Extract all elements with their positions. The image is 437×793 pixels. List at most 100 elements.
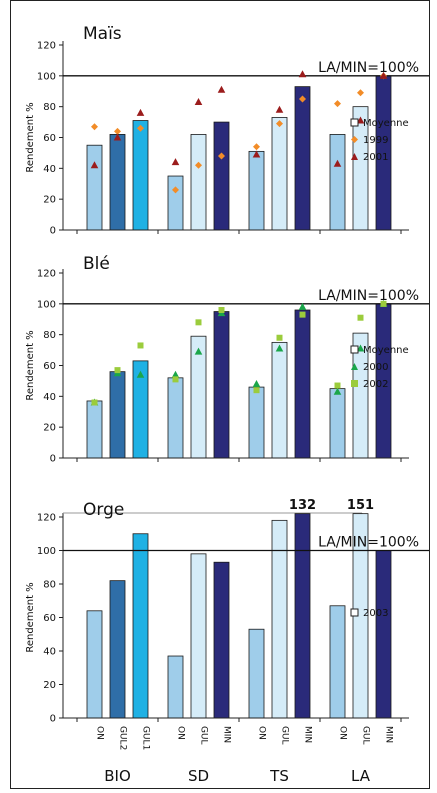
y-tick-label: 40 (43, 392, 56, 403)
figure-frame: 0 20 40 60 80 100 120 Rendement % Maïs LA/MIN=100… (10, 0, 430, 789)
bar (132, 120, 149, 231)
x-tick-label: GUL (280, 726, 290, 745)
group-label: TS (269, 767, 289, 785)
marker-point (252, 150, 261, 158)
marker-point (195, 161, 202, 169)
marker-point (113, 133, 122, 141)
bar (86, 144, 103, 231)
y-tick-label: 100 (37, 546, 56, 557)
legend-swatch (350, 118, 359, 127)
y-tick-label: 40 (43, 647, 56, 658)
y-tick-label: 0 (50, 454, 56, 465)
marker-point (276, 120, 283, 128)
reference-line-label: LA/MIN=100% (318, 288, 419, 304)
marker-point (91, 399, 98, 406)
y-tick-label: 20 (43, 680, 56, 691)
yield-charts: 0 20 40 60 80 100 120 Rendement % Maïs LA/MIN=100… (25, 24, 429, 785)
x-tick-label: GUL (199, 726, 209, 745)
overflow-value-label: 132 (289, 498, 316, 513)
bar (271, 341, 288, 459)
marker-point (379, 71, 388, 79)
legend-label: Moyenne (363, 118, 409, 129)
reference-line-label: LA/MIN=100% (318, 60, 419, 76)
bar (329, 605, 346, 719)
marker-point (194, 98, 203, 106)
marker-point (299, 311, 306, 318)
chart-title: Blé (83, 254, 110, 274)
bar (109, 580, 126, 719)
marker-point (218, 152, 225, 160)
bar (213, 121, 230, 231)
y-tick-label: 0 (50, 226, 56, 237)
x-tick-label: MIN (303, 726, 313, 743)
marker-point (90, 161, 99, 169)
marker-point (195, 319, 202, 326)
y-axis-label: Rendement % (25, 582, 36, 652)
bar (329, 388, 346, 459)
marker-point (217, 85, 226, 93)
marker-point (114, 127, 121, 135)
x-tick-label: MIN (384, 726, 394, 743)
marker-point (172, 376, 179, 383)
legend-swatch (351, 136, 358, 143)
marker-point (137, 124, 144, 132)
marker-point (253, 143, 260, 151)
marker-point (172, 186, 179, 194)
x-tick-label: MIN (222, 726, 232, 743)
bar (248, 628, 265, 719)
reference-line-label: LA/MIN=100% (318, 535, 419, 551)
marker-point (333, 387, 342, 395)
bar (248, 386, 265, 459)
legend-label: 2000 (363, 362, 388, 373)
marker-point (334, 382, 341, 389)
chart-panel: 0 20 40 60 80 100 120 Rendement % Orge LA/MIN=100… (25, 498, 429, 785)
legend-swatch (351, 363, 358, 370)
marker-point (218, 307, 225, 313)
bar (213, 311, 230, 459)
bar (167, 175, 184, 231)
y-tick-label: 20 (43, 423, 56, 434)
legend-label: Moyenne (363, 345, 409, 356)
marker-point (194, 347, 203, 355)
marker-point (276, 334, 283, 341)
y-tick-label: 60 (43, 133, 56, 144)
y-axis-label: Rendement % (25, 330, 36, 400)
y-tick-label: 40 (43, 164, 56, 175)
y-tick-label: 20 (43, 195, 56, 206)
y-tick-label: 60 (43, 613, 56, 624)
marker-point (334, 100, 341, 108)
chart-panel: 0 20 40 60 80 100 120 Rendement % Blé LA/MIN=100%… (25, 254, 429, 465)
bar (132, 533, 149, 719)
legend-swatch (351, 153, 358, 160)
marker-point (136, 108, 145, 116)
marker-point (114, 367, 121, 374)
marker-point (253, 387, 260, 394)
y-axis-label: Rendement % (25, 102, 36, 172)
bar (86, 400, 103, 459)
marker-point (380, 300, 387, 307)
y-tick-label: 80 (43, 102, 56, 113)
group-label: BIO (104, 767, 131, 785)
x-tick-label: ON (176, 726, 186, 740)
marker-point (299, 95, 306, 103)
marker-point (333, 159, 342, 167)
marker-point (91, 123, 98, 131)
y-tick-label: 60 (43, 361, 56, 372)
bar (167, 377, 184, 459)
bar (294, 513, 311, 719)
legend-label: 1999 (363, 135, 388, 146)
legend-swatch (351, 380, 358, 387)
marker-point (275, 105, 284, 113)
y-tick-label: 80 (43, 580, 56, 591)
legend-swatch (350, 345, 359, 354)
bar (213, 561, 230, 719)
y-tick-label: 120 (37, 41, 56, 52)
bar (167, 655, 184, 719)
x-tick-label: GUL1 (141, 726, 151, 750)
overflow-value-label: 151 (347, 498, 374, 513)
marker-point (356, 344, 365, 352)
marker-point (137, 342, 144, 349)
x-tick-label: ON (95, 726, 105, 740)
bar (294, 86, 311, 231)
marker-point (275, 344, 284, 352)
